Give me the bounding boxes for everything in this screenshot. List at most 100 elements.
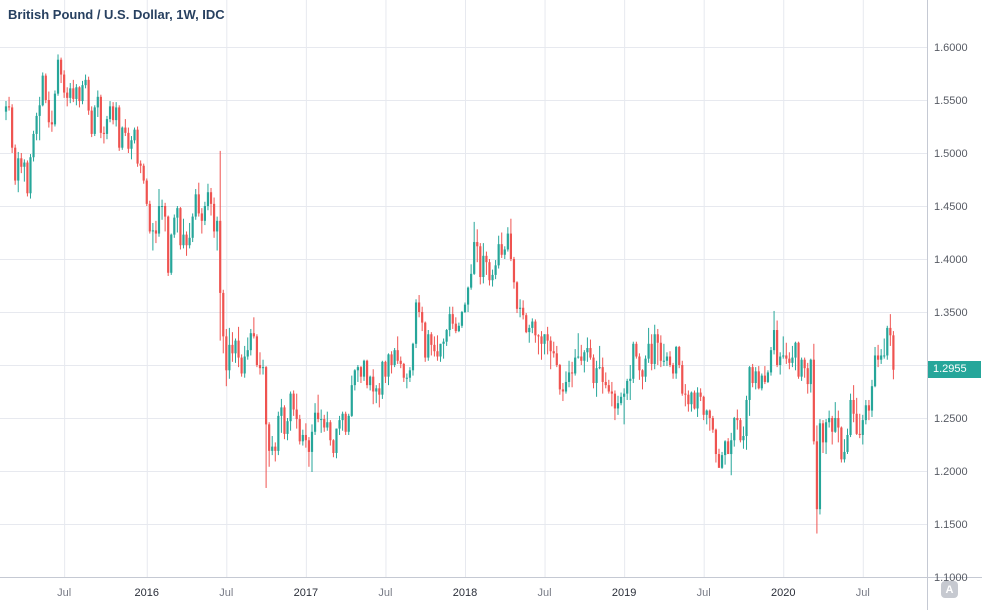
candle[interactable] [274,442,277,462]
candle[interactable] [491,269,494,287]
candle[interactable] [736,409,739,430]
candle[interactable] [623,388,626,425]
candle[interactable] [231,332,234,362]
candle[interactable] [754,367,757,390]
candle[interactable] [442,338,445,359]
candle[interactable] [843,439,846,463]
candle[interactable] [176,206,179,233]
candle[interactable] [525,313,528,334]
candle[interactable] [225,328,228,387]
candle[interactable] [421,306,424,332]
candle[interactable] [151,222,154,251]
candle[interactable] [295,393,298,429]
candle[interactable] [834,402,837,433]
candle[interactable] [93,105,96,137]
candle[interactable] [730,432,733,476]
candle[interactable] [338,415,341,435]
candle[interactable] [656,328,659,365]
candle[interactable] [476,229,479,263]
candle[interactable] [115,102,118,127]
candle[interactable] [87,76,90,115]
candle[interactable] [124,119,127,137]
candle[interactable] [684,384,687,407]
candle[interactable] [818,419,822,515]
candle[interactable] [473,221,476,275]
candle[interactable] [387,353,390,386]
candle[interactable] [344,411,347,435]
candle[interactable] [494,260,497,280]
candle[interactable] [390,351,393,374]
candle[interactable] [405,373,408,389]
candle[interactable] [509,218,512,262]
candle[interactable] [659,335,662,368]
candle[interactable] [356,365,359,382]
candle[interactable] [414,299,418,349]
candle[interactable] [711,415,714,433]
candle[interactable] [745,395,748,450]
candle[interactable] [809,358,812,393]
candle[interactable] [372,369,375,405]
candle[interactable] [304,423,307,448]
candle[interactable] [760,373,763,391]
candle[interactable] [580,344,583,365]
candle[interactable] [228,327,231,379]
candle[interactable] [341,411,344,431]
candle[interactable] [283,405,286,440]
candle[interactable] [84,74,87,89]
candle[interactable] [216,216,219,251]
candle[interactable] [362,359,366,381]
candle[interactable] [567,360,571,388]
candle[interactable] [678,345,681,369]
candle[interactable] [145,178,148,206]
candle[interactable] [451,306,454,329]
candle[interactable] [482,243,485,284]
candle[interactable] [212,197,216,238]
candle[interactable] [23,159,26,182]
candle[interactable] [136,126,139,167]
candle[interactable] [571,361,574,388]
candle[interactable] [329,420,332,446]
candle[interactable] [880,349,883,364]
candle[interactable] [50,110,53,132]
candle[interactable] [66,87,69,107]
candle[interactable] [277,411,280,456]
candle[interactable] [613,390,617,421]
candle[interactable] [365,359,369,389]
candle[interactable] [261,359,265,375]
candle[interactable] [96,90,99,117]
candle[interactable] [173,214,176,238]
candle[interactable] [531,318,534,334]
candle[interactable] [99,94,102,139]
candle[interactable] [246,337,249,360]
candle[interactable] [41,72,44,107]
candle[interactable] [779,352,782,375]
candle[interactable] [102,126,106,144]
candle[interactable] [170,233,173,275]
candle[interactable] [81,80,84,105]
candle[interactable] [255,334,259,368]
candle[interactable] [852,385,855,423]
candle[interactable] [632,341,635,384]
candle[interactable] [53,90,57,127]
candle[interactable] [681,360,684,396]
candle[interactable] [399,356,402,369]
candle[interactable] [301,429,304,446]
candle[interactable] [561,383,565,402]
candle[interactable] [396,336,399,364]
candle[interactable] [586,337,589,362]
candle[interactable] [44,73,47,104]
candle[interactable] [772,310,776,355]
candle[interactable] [313,403,317,435]
candle[interactable] [320,409,323,433]
candle[interactable] [806,362,809,394]
candle[interactable] [298,414,301,445]
candle[interactable] [408,367,412,382]
candle[interactable] [17,151,20,193]
candle[interactable] [436,335,439,361]
candle[interactable] [59,57,63,84]
candle[interactable] [32,130,35,162]
candle[interactable] [702,395,705,421]
candle[interactable] [546,326,549,355]
candle[interactable] [828,410,831,428]
candle[interactable] [130,136,133,160]
